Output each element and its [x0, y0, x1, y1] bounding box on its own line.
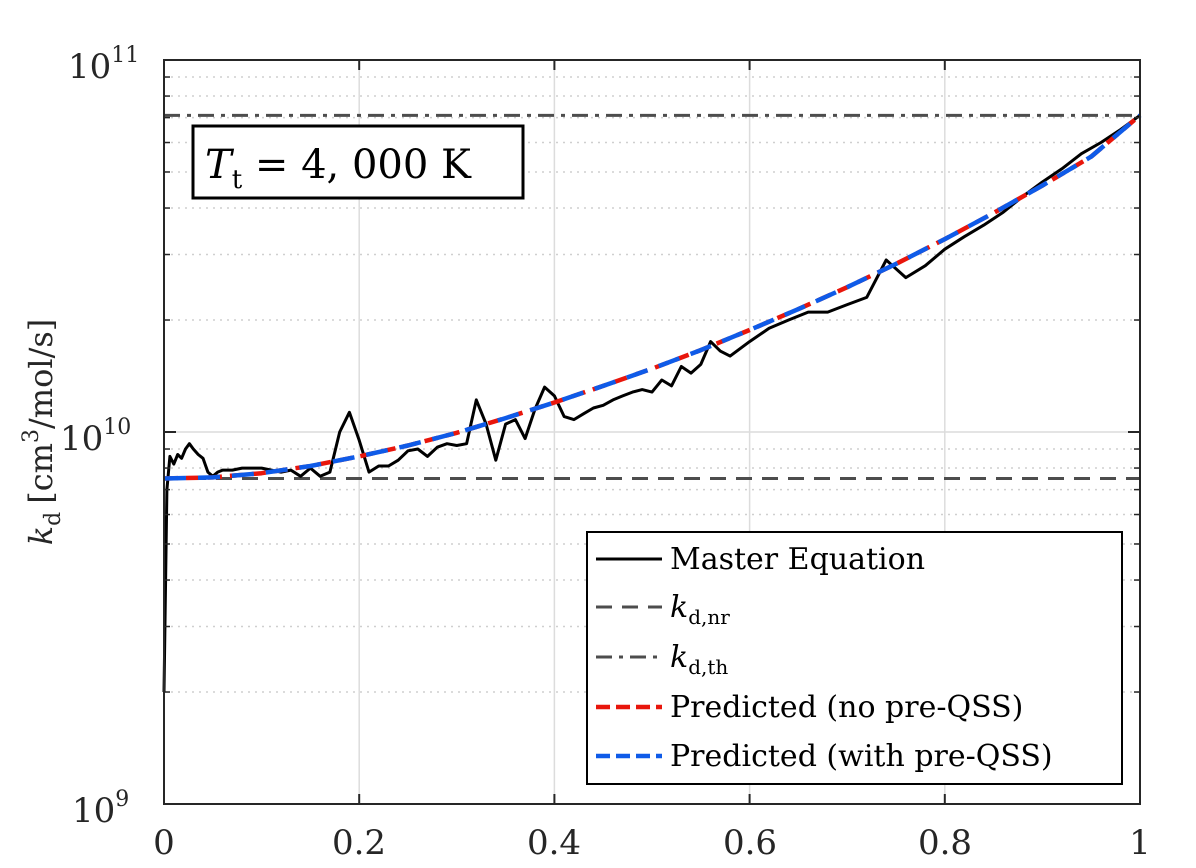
y-tick-exponent: 11	[111, 43, 139, 68]
legend-label-predicted-no-preqss: Predicted (no pre-QSS)	[670, 690, 1023, 725]
y-tick-label: 1010	[60, 415, 131, 459]
x-tick-label: 0	[153, 823, 175, 863]
legend-kd-th-var: k	[670, 640, 688, 675]
y-tick-base: 10	[60, 419, 103, 459]
y-tick-label: 1011	[68, 43, 139, 87]
legend-label-kd-nr: kd,nr	[670, 590, 730, 629]
y-tick-base: 10	[72, 791, 115, 831]
y-label-var: k	[22, 526, 60, 545]
temperature-annotation: Tt = 4, 000 K	[191, 124, 525, 200]
y-label-unit-pre: [cm	[22, 443, 60, 504]
x-tick-label: 0.6	[723, 823, 777, 863]
legend: Master Equation kd,nr kd,th Predicted (n…	[586, 531, 1123, 785]
x-tick-label: 0.2	[332, 823, 386, 863]
y-tick-label: 109	[72, 787, 129, 831]
legend-kd-nr-sub: d,nr	[688, 605, 730, 629]
annotation-box	[191, 124, 525, 200]
annotation-value: = 4, 000 K	[242, 142, 472, 188]
y-axis-label: kd [cm3/mol/s]	[19, 319, 66, 546]
y-tick-exponent: 9	[115, 787, 129, 812]
annotation-var: T	[205, 142, 235, 188]
annotation-label: Tt = 4, 000 K	[205, 142, 472, 195]
series-line-predicted-with-pre-qss	[163, 113, 1142, 481]
legend-kd-th-sub: d,th	[688, 655, 728, 679]
axes	[163, 59, 1141, 805]
y-label-unit-post: /mol/s]	[22, 319, 60, 429]
x-tick-label: 1	[1129, 823, 1151, 863]
x-tick-label: 0.8	[918, 823, 972, 863]
series-group	[162, 113, 1142, 693]
x-tick-label: 0.4	[527, 823, 581, 863]
legend-label-kd-th: kd,th	[670, 640, 728, 679]
y-tick-base: 10	[68, 47, 111, 87]
legend-kd-nr-var: k	[670, 590, 688, 625]
annotation-sub: t	[232, 165, 243, 195]
y-tick-exponent: 10	[103, 415, 131, 440]
x-tick-labels: 0 0.2 0.4 0.6 0.8 1	[153, 823, 1151, 863]
legend-box	[586, 531, 1123, 785]
legend-label-predicted-with-preqss: Predicted (with pre-QSS)	[670, 739, 1053, 774]
reference-lines	[164, 113, 1140, 480]
y-label-unit-exp: 3	[19, 429, 44, 443]
y-label-sub: d	[41, 512, 66, 526]
y-tick-labels: 109 1010 1011	[60, 43, 139, 831]
series-line-master-equation	[162, 114, 1141, 693]
legend-label-master-equation: Master Equation	[670, 542, 925, 577]
